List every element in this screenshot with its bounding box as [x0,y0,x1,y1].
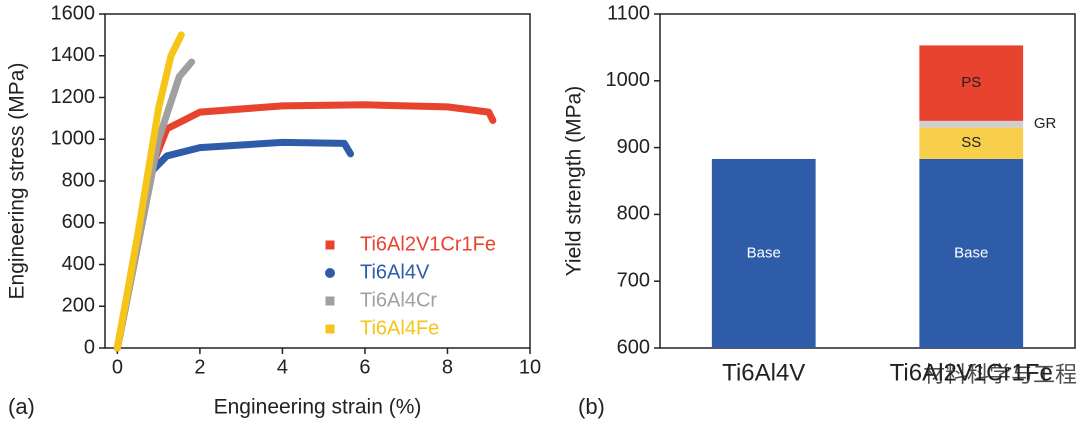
legend-label: Ti6Al4V [360,261,430,283]
y-tick-label: 0 [84,336,95,358]
bar-segment [919,158,1024,348]
bar-segment [919,127,1024,159]
y-tick-label: 600 [617,336,650,358]
plot-frame [659,13,1076,349]
legend-marker [325,268,335,278]
legend-marker [325,324,335,334]
x-tick-label: 4 [277,356,288,378]
panel-label: (a) [8,394,35,419]
plot-frame [104,13,531,349]
segment-label: Base [954,244,988,261]
y-tick-label: 1200 [51,86,96,108]
y-tick-label: 1100 [607,2,650,24]
x-tick-label: 6 [359,356,370,378]
x-tick-label: 10 [519,356,541,378]
legend-marker [325,240,335,250]
x-tick-label: Ti6Al2V1Cr1Fe [890,359,1053,386]
y-tick-label: 800 [62,169,95,191]
legend-label: Ti6Al2V1Cr1Fe [360,233,496,255]
x-tick-label: 8 [442,356,453,378]
y-tick-label: 900 [617,136,650,158]
segment-label: SS [961,134,981,151]
y-axis-title: Yield strength (MPa) [563,86,586,277]
legend-label: Ti6Al4Fe [360,317,439,339]
y-tick-label: 400 [62,253,95,275]
watermark: 材料科学与工程 [923,362,1077,387]
y-tick-label: 1600 [51,2,96,24]
y-axis-title: Engineering stress (MPa) [6,63,29,300]
y-tick-label: 800 [617,203,650,225]
segment-label: Base [747,244,781,261]
x-axis-title: Engineering strain (%) [214,396,422,419]
panel-label: (b) [578,394,605,419]
y-tick-label: 600 [62,211,95,233]
y-tick-label: 1000 [606,69,651,91]
x-tick-label: Ti6Al4V [722,359,805,386]
legend-marker [325,296,335,306]
y-tick-label: 700 [617,269,650,291]
y-tick-label: 200 [62,295,95,317]
bar-segment [711,158,816,348]
x-tick-label: 0 [112,356,123,378]
segment-label: GR [1034,115,1057,132]
x-tick-label: 2 [194,356,205,378]
bar-segment [919,45,1024,121]
stress-strain-curve [113,31,185,352]
y-tick-label: 1000 [51,128,96,150]
legend-label: Ti6Al4Cr [360,289,437,311]
y-tick-label: 1400 [51,44,96,66]
bar-segment [919,120,1024,128]
segment-label: PS [961,74,981,91]
